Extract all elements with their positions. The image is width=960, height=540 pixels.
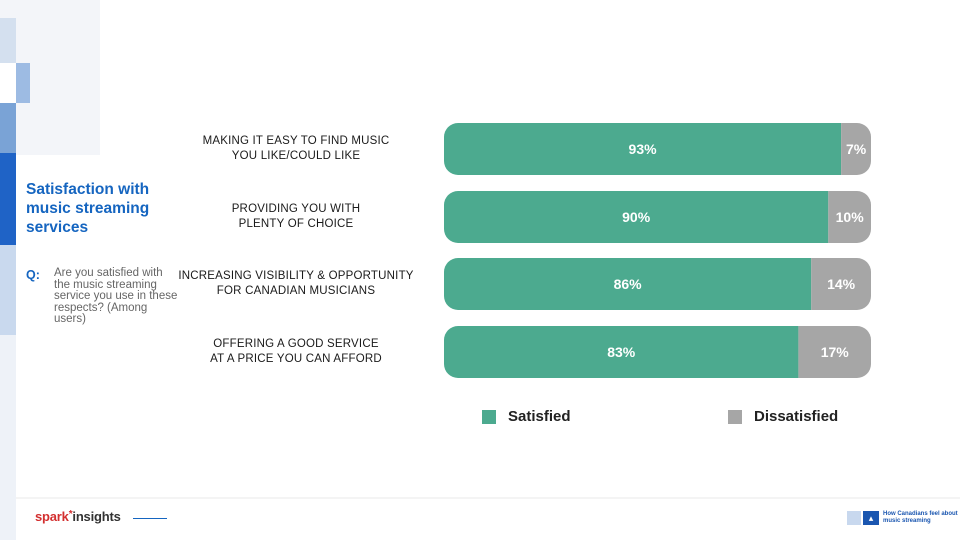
maple-flag-icon: ▴ xyxy=(863,511,879,525)
question-text: Are you satisfied with the music streami… xyxy=(54,267,178,325)
bar-satisfied xyxy=(444,191,829,243)
side-decoration-block xyxy=(16,63,30,103)
bar-dissatisfied xyxy=(798,326,871,378)
legend-item-satisfied: Satisfied xyxy=(482,408,571,425)
bar-dissatisfied xyxy=(811,258,871,310)
category-label-line: PROVIDING YOU WITH xyxy=(231,203,361,215)
brand-underline xyxy=(133,518,167,519)
side-decoration-block xyxy=(0,153,16,245)
bar-row xyxy=(444,326,871,378)
bar-dissatisfied xyxy=(841,123,871,175)
category-label: OFFERING A GOOD SERVICE AT A PRICE YOU CA… xyxy=(166,337,426,367)
legend-swatch-dissatisfied xyxy=(728,409,742,424)
bar-satisfied xyxy=(444,123,842,175)
data-label-satisfied: 93% xyxy=(629,141,658,157)
legend-swatch-satisfied xyxy=(482,409,496,424)
category-label-line: OFFERING A GOOD SERVICE xyxy=(213,338,379,350)
brand-logo: spark*insights xyxy=(35,509,121,524)
legend-item-dissatisfied: Dissatisfied xyxy=(728,408,838,425)
bar-dissatisfied xyxy=(828,191,871,243)
category-label: PROVIDING YOU WITH PLENTY OF CHOICE xyxy=(166,202,426,232)
category-label-line: AT A PRICE YOU CAN AFFORD xyxy=(210,353,382,365)
data-label-dissatisfied: 17% xyxy=(821,344,850,360)
data-label-dissatisfied: 14% xyxy=(827,276,856,292)
bar-row xyxy=(444,123,871,175)
category-label: MAKING IT EASY TO FIND MUSIC YOU LIKE/COU… xyxy=(166,134,426,164)
side-decoration-block xyxy=(0,103,16,153)
data-label-satisfied: 90% xyxy=(622,209,651,225)
bar-row xyxy=(444,258,871,310)
bar-satisfied xyxy=(444,326,799,378)
report-title: How Canadians feel about music streaming xyxy=(883,511,958,524)
bar-row xyxy=(444,191,871,243)
side-decoration-block xyxy=(0,245,16,335)
slide-title: Satisfaction with music streaming servic… xyxy=(26,181,150,236)
bar-satisfied xyxy=(444,258,812,310)
side-decoration-block xyxy=(0,18,16,63)
category-label: INCREASING VISIBILITY & OPPORTUNITY FOR C… xyxy=(166,269,426,299)
legend-label: Satisfied xyxy=(508,408,571,425)
data-label-dissatisfied: 10% xyxy=(836,209,865,225)
question-label: Q: xyxy=(26,268,40,282)
data-label-satisfied: 83% xyxy=(607,344,636,360)
category-label-line: YOU LIKE/COULD LIKE xyxy=(231,150,361,162)
category-label-line: INCREASING VISIBILITY & OPPORTUNITY xyxy=(178,270,414,282)
category-label-line: FOR CANADIAN MUSICIANS xyxy=(216,285,376,297)
badge-square xyxy=(847,511,861,525)
side-decoration-block xyxy=(0,63,16,103)
data-label-dissatisfied: 7% xyxy=(846,141,867,157)
legend-label: Dissatisfied xyxy=(754,408,839,425)
category-label-line: MAKING IT EASY TO FIND MUSIC xyxy=(202,135,390,147)
data-label-satisfied: 86% xyxy=(614,276,643,292)
category-label-line: PLENTY OF CHOICE xyxy=(238,218,354,230)
report-badge: ▴ How Canadians feel about music streami… xyxy=(847,511,960,525)
footer-divider xyxy=(16,497,960,499)
